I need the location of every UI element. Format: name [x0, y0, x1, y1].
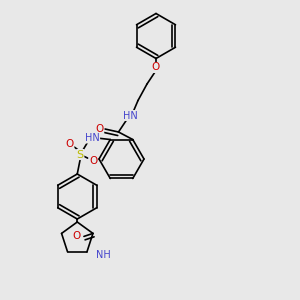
Text: O: O [66, 139, 74, 149]
Text: O: O [152, 62, 160, 73]
Text: S: S [77, 149, 84, 160]
Text: O: O [89, 155, 97, 166]
Text: HN: HN [123, 110, 138, 121]
Text: O: O [95, 124, 104, 134]
Text: O: O [73, 231, 81, 242]
Text: HN: HN [85, 133, 100, 143]
Text: NH: NH [96, 250, 111, 260]
